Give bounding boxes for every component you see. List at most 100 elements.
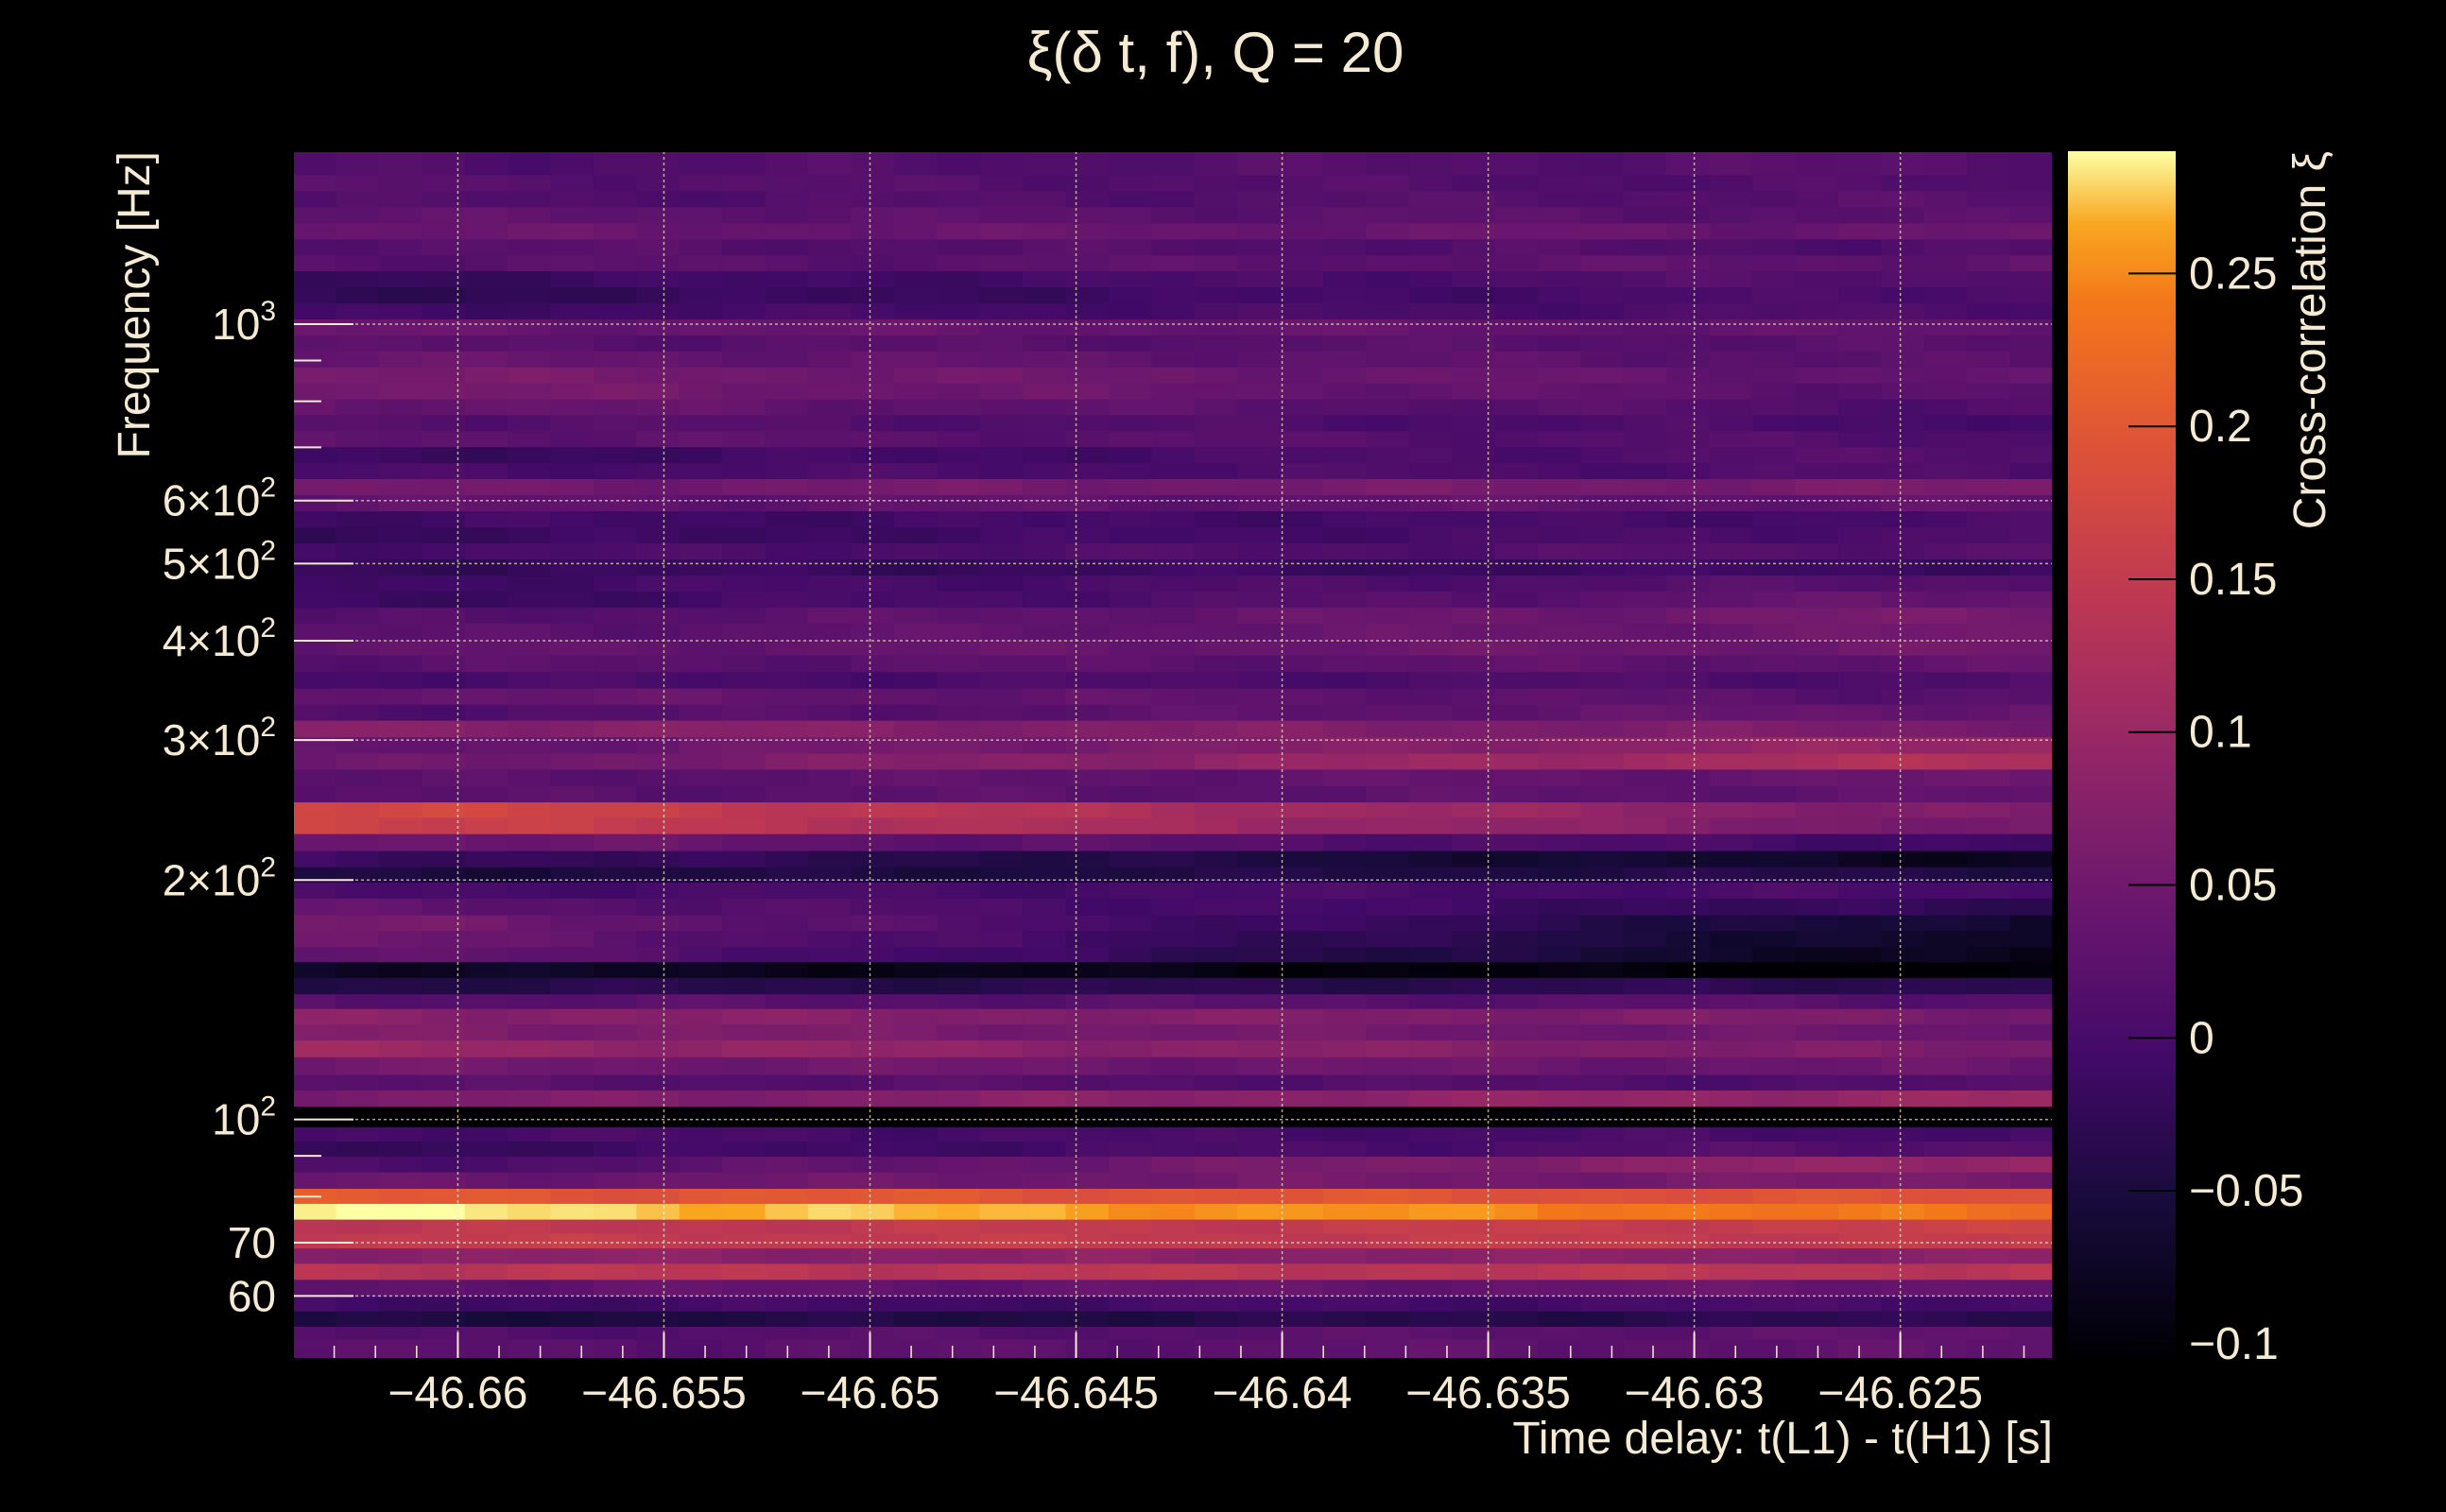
heatmap-cell [1709,898,1753,916]
heatmap-cell [1280,206,1324,224]
heatmap-cell [1237,1247,1282,1264]
heatmap-cell [1280,898,1324,916]
heatmap-cell [378,719,423,738]
heatmap-cell [979,1007,1024,1024]
heatmap-cell [508,1141,552,1157]
heatmap-cell [2009,623,2053,640]
heatmap-cell [293,801,337,818]
heatmap-cell [1795,977,1839,995]
heatmap-cell [1967,654,2011,673]
heatmap-cell [679,607,723,625]
heatmap-cell [722,1247,767,1264]
heatmap-cell [336,1188,380,1204]
heatmap-cell [1322,1203,1368,1220]
heatmap-cell [1881,1126,1925,1143]
heatmap-cell [464,816,508,834]
heatmap-cell [1494,302,1539,320]
heatmap-cell [1023,993,1067,1009]
heatmap-cell [1666,1126,1711,1143]
heatmap-cell [1494,1218,1539,1234]
heatmap-cell [1452,961,1496,978]
heatmap-cell [636,1156,680,1173]
heatmap-cell [1580,623,1625,640]
heatmap-cell [1452,1156,1496,1173]
heatmap-cell [1837,654,1883,673]
heatmap-cell [807,1188,853,1204]
heatmap-cell [1280,961,1324,978]
heatmap-cell [2009,801,2053,818]
heatmap-cell [508,1296,552,1312]
heatmap-cell [807,1326,853,1340]
heatmap-cell [2009,1326,2053,1340]
heatmap-cell [464,768,508,786]
heatmap-cell [378,833,423,851]
heatmap-cell [1580,222,1625,240]
heatmap-cell [1322,1232,1368,1249]
heatmap-cell [2009,494,2053,512]
heatmap-cell [1538,1338,1582,1359]
heatmap-cell [593,898,638,916]
heatmap-cell [1967,1218,2011,1234]
heatmap-cell [1023,768,1067,786]
heatmap-cell [293,623,337,640]
heatmap-cell [979,1326,1024,1340]
heatmap-cell [1065,286,1110,304]
heatmap-cell [893,478,939,495]
heatmap-cell [1494,1141,1539,1157]
heatmap-cell [1108,654,1153,673]
heatmap-cell [1795,882,1839,899]
heatmap-cell [1967,1040,2011,1057]
heatmap-cell [1280,254,1324,272]
heatmap-cell [1108,478,1153,495]
heatmap-cell [593,1106,638,1127]
heatmap-cell [893,462,939,479]
heatmap-cell [1967,462,2011,479]
heatmap-cell [593,335,638,352]
heatmap-cell [1538,1203,1582,1220]
heatmap-cell [979,1338,1024,1359]
heatmap-cell [1580,993,1625,1009]
heatmap-cell [893,946,939,963]
heatmap-cell [378,558,423,576]
heatmap-cell [1666,719,1711,738]
heatmap-cell [1408,752,1453,770]
heatmap-cell [1752,785,1797,803]
heatmap-cell [1967,850,2011,868]
heatmap-cell [1967,335,2011,352]
heatmap-cell [1108,946,1153,963]
heatmap-cell [807,494,853,512]
heatmap-cell [1580,1023,1625,1040]
heatmap-cell [1408,270,1453,288]
heatmap-cell [508,801,552,818]
heatmap-cell [422,752,466,770]
heatmap-cell [336,446,380,464]
heatmap-cell [1237,930,1282,948]
heatmap-cell [378,367,423,384]
heatmap-cell [979,270,1024,288]
heatmap-cell [893,446,939,464]
heatmap-cell [1322,1023,1368,1040]
heatmap-cell [1837,833,1883,851]
heatmap-cell [807,1106,853,1127]
heatmap-cell [1408,430,1453,448]
heatmap-cell [1151,1203,1196,1220]
heatmap-cell [1580,1203,1625,1220]
heatmap-cell [1280,1171,1324,1189]
heatmap-cell [550,174,594,192]
heatmap-cell [1881,785,1925,803]
heatmap-cell [893,1310,939,1327]
heatmap-cell [378,575,423,593]
heatmap-cell [378,478,423,495]
heatmap-cell [1494,946,1539,963]
heatmap-cell [1408,462,1453,479]
heatmap-cell [1837,542,1883,560]
heatmap-cell [1795,1090,1839,1108]
heatmap-cell [979,1126,1024,1143]
heatmap-cell [1623,801,1668,818]
heatmap-cell [1923,526,1968,544]
heatmap-cell [1837,1156,1883,1173]
heatmap-cell [679,703,723,721]
heatmap-cell [1666,383,1711,400]
heatmap-cell [1752,639,1797,656]
